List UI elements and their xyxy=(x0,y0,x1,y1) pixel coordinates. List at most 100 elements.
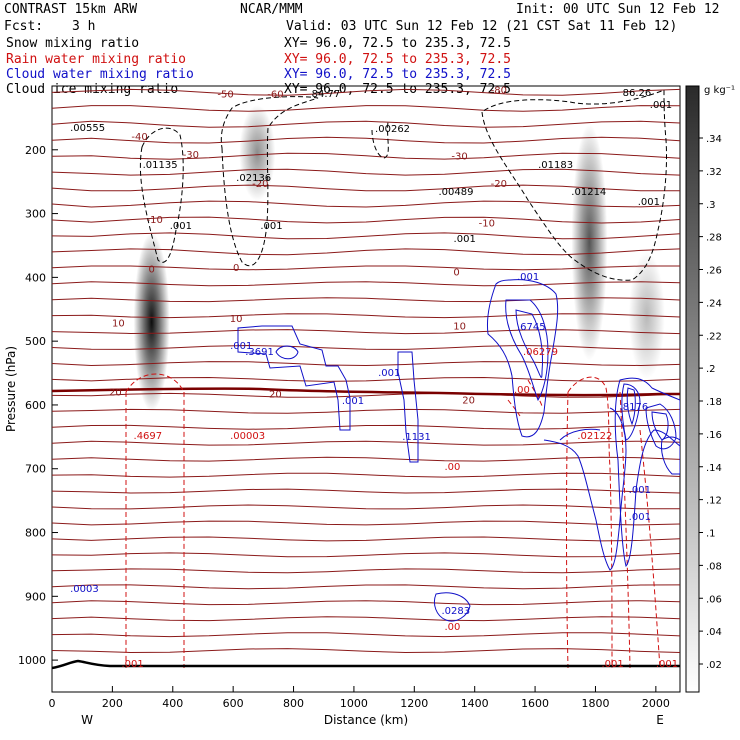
y-axis-label: Pressure (hPa) xyxy=(4,346,18,432)
isotherm-label: 20 xyxy=(462,396,475,407)
isotherm-label: -30 xyxy=(451,151,467,162)
isotherm-line xyxy=(52,440,680,446)
isotherm-label: -80 xyxy=(491,86,507,97)
maximum-label: .00555 xyxy=(70,123,105,134)
isotherm-label: -20 xyxy=(252,179,268,190)
y-tick-label: 400 xyxy=(25,271,46,284)
ice-contour xyxy=(481,89,668,281)
isotherm-label: -40 xyxy=(131,132,147,143)
cloud-water-contour xyxy=(275,345,299,360)
x-tick-label: 200 xyxy=(102,697,123,710)
isotherm-line xyxy=(52,361,680,367)
y-tick-label: 300 xyxy=(25,208,46,221)
isotherm-label: -20 xyxy=(491,179,507,190)
maximum-label: .02136 xyxy=(236,173,271,184)
isotherm-line xyxy=(52,648,680,654)
isotherm-line xyxy=(52,600,680,606)
ice-contour xyxy=(371,121,389,159)
cloud-water-contour xyxy=(515,309,543,378)
isotherm-line xyxy=(52,232,680,240)
isotherm-line xyxy=(52,313,680,319)
colorbar-tick-label: .08 xyxy=(706,561,722,572)
x-axis-west-label: W xyxy=(81,713,93,727)
isotherm-line xyxy=(52,520,680,526)
cloud-water-contour xyxy=(621,383,641,441)
maximum-label: 86.26 xyxy=(623,88,652,99)
y-tick-label: 1000 xyxy=(18,654,46,667)
isotherm-line xyxy=(52,136,680,144)
org-label: NCAR/MMM xyxy=(240,2,303,17)
isotherm-label: 10 xyxy=(112,318,125,329)
colorbar-ramp xyxy=(685,85,700,693)
y-tick-label: 500 xyxy=(25,335,46,348)
maximum-label: .00 xyxy=(445,622,461,633)
x-tick-label: 600 xyxy=(223,697,244,710)
field-name-cloud-water: Cloud water mixing ratio xyxy=(6,67,194,82)
maximum-label: .001 xyxy=(121,659,143,670)
isotherm-lines xyxy=(52,88,680,654)
model-title: CONTRAST 15km ARW xyxy=(4,2,137,17)
isotherm-line xyxy=(52,456,680,462)
colorbar-tick-label: .06 xyxy=(706,594,722,605)
cloud-water-contour xyxy=(487,279,559,438)
maximum-label: .0283 xyxy=(441,606,470,617)
isotherm-label: -60 xyxy=(267,89,283,100)
isotherm-line xyxy=(52,536,680,542)
y-axis: 200 300 400 500 600 700 800 900 1000 xyxy=(18,144,58,667)
colorbar-tick-label: .32 xyxy=(706,167,722,178)
maximum-label: .001 xyxy=(454,234,476,245)
maximum-label: .00489 xyxy=(438,187,473,198)
freezing-level-line xyxy=(52,387,680,397)
isotherm-line xyxy=(52,552,680,558)
x-tick-label: 400 xyxy=(162,697,183,710)
maximum-label: .3691 xyxy=(245,347,274,358)
init-time: Init: 00 UTC Sun 12 Feb 12 xyxy=(516,2,720,17)
colorbar: g kg⁻¹ .34 .32 .3 .28 .26 .24 .22 .2 .18 .16 .14 .1… xyxy=(685,85,735,693)
colorbar-tick-label: .24 xyxy=(706,298,722,309)
x-tick-label: 1400 xyxy=(461,697,489,710)
maximum-label: .00262 xyxy=(375,124,410,135)
colorbar-tick-label: .1 xyxy=(706,529,716,540)
colorbar-tick-label: .04 xyxy=(706,627,722,638)
rain-contour xyxy=(619,391,661,669)
isotherm-label: 0 xyxy=(148,264,154,275)
isotherm-line xyxy=(52,488,680,494)
maximum-label: .001 xyxy=(342,396,364,407)
isotherm-label: -30 xyxy=(183,150,199,161)
isotherm-line xyxy=(52,248,680,256)
isotherm-line xyxy=(52,152,680,160)
isotherm-label: -10 xyxy=(146,215,162,226)
isotherm-line xyxy=(52,504,680,510)
fcst-label: Fcst: xyxy=(4,19,43,34)
terrain-surface xyxy=(52,659,680,670)
isotherm-line xyxy=(52,105,680,112)
colorbar-tick-label: .28 xyxy=(706,233,722,244)
maximum-label: .001 xyxy=(378,368,400,379)
isotherm-line xyxy=(52,168,680,176)
maximum-label: .001 xyxy=(638,197,660,208)
y-tick-label: 700 xyxy=(25,463,46,476)
maximum-label: .001 xyxy=(260,221,282,232)
x-tick-label: 2000 xyxy=(642,697,670,710)
isotherm-line xyxy=(52,216,680,224)
maximum-label: .00003 xyxy=(230,431,265,442)
x-tick-label: 1600 xyxy=(521,697,549,710)
maximum-label: .00 xyxy=(514,385,530,396)
x-tick-label: 0 xyxy=(49,697,56,710)
rain-contour xyxy=(125,373,185,668)
isotherm-label: 0 xyxy=(233,263,239,274)
colorbar-tick-label: .2 xyxy=(706,364,716,375)
isotherm-label: 0 xyxy=(453,267,459,278)
field-xy-snow: XY= 96.0, 72.5 to 235.3, 72.5 xyxy=(284,36,511,51)
isotherm-label: 20 xyxy=(109,387,122,398)
ice-contour xyxy=(139,127,184,263)
isotherm-line xyxy=(52,344,680,350)
isotherm-line xyxy=(52,472,680,478)
isotherm-line xyxy=(52,584,680,590)
cloud-water-contours xyxy=(237,279,680,622)
x-tick-label: 1200 xyxy=(400,697,428,710)
isotherm-line xyxy=(52,392,680,398)
colorbar-tick-label: .02 xyxy=(706,660,722,671)
colorbar-tick-label: .34 xyxy=(706,134,722,145)
maximum-label: .001 xyxy=(230,341,252,352)
